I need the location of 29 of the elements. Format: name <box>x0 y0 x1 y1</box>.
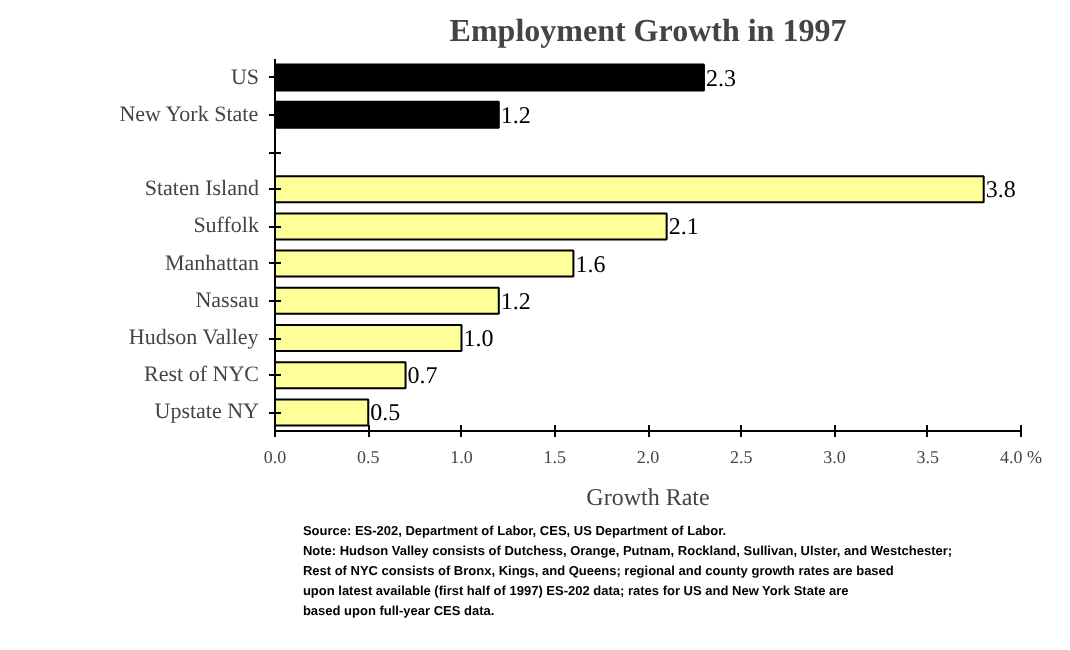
data-label: 1.0 <box>463 324 494 352</box>
data-label: 1.2 <box>500 286 531 315</box>
x-tick-label: 2.5 <box>730 447 754 467</box>
data-label: 0.7 <box>407 361 438 390</box>
x-tick-label: 1.5 <box>543 447 567 467</box>
y-tick-label: US <box>230 65 259 90</box>
y-tick-label: Hudson Valley <box>128 326 260 350</box>
y-tick-label: Nassau <box>195 288 260 313</box>
x-axis-title: Growth Rate <box>586 483 710 511</box>
y-tick-label: Staten Island <box>144 177 260 202</box>
data-label: 1.6 <box>575 249 606 278</box>
y-tick-label: Rest of NYC <box>144 363 260 388</box>
data-label: 1.2 <box>500 100 531 129</box>
y-tick-label: Manhattan <box>164 251 260 276</box>
data-label: 2.3 <box>705 63 736 92</box>
x-tick-label: 3.5 <box>916 447 940 467</box>
x-tick-label: 3.0 <box>823 447 847 467</box>
chart-title: Employment Growth in 1997 <box>449 15 847 49</box>
x-tick-label: 1.0 <box>450 447 474 467</box>
y-tick-label: New York State <box>119 102 259 127</box>
data-label: 3.8 <box>985 175 1016 204</box>
x-tick-label: 4.0 % <box>1000 447 1043 467</box>
x-tick-label: 0.0 <box>263 447 288 467</box>
data-label: 2.1 <box>668 212 699 241</box>
data-label: 0.5 <box>370 398 401 427</box>
y-tick-label: Upstate NY <box>154 400 260 425</box>
y-tick-label: Suffolk <box>193 214 260 239</box>
x-tick-label: 0.5 <box>357 447 381 467</box>
x-tick-label: 2.0 <box>636 447 661 467</box>
